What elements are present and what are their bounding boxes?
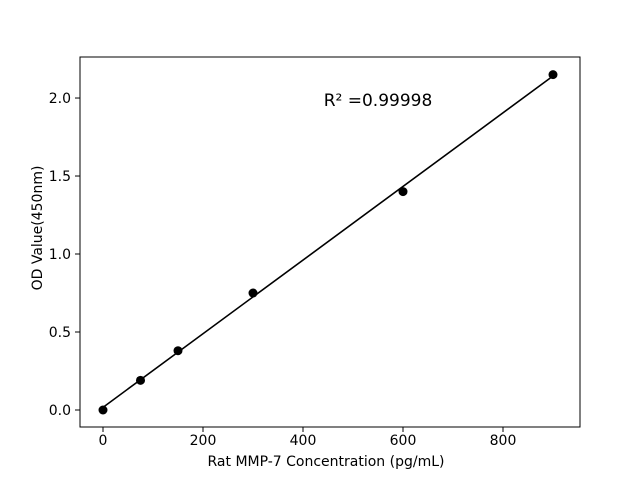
y-tick-label: 1.5: [49, 169, 71, 185]
y-tick-label: 1.0: [49, 247, 71, 263]
data-point: [136, 375, 145, 385]
data-point: [173, 346, 183, 356]
x-tick-label: 400: [290, 433, 317, 449]
x-tick-label: 0: [99, 433, 108, 449]
r-squared-annotation: R² =0.99998: [324, 91, 433, 111]
data-point: [248, 288, 258, 298]
plot-area: [80, 57, 580, 427]
y-axis-ticks: 0.0 0.5 1.0 1.5 2.0: [49, 91, 80, 419]
x-axis-ticks: 0 200 400 600 800: [99, 427, 517, 449]
y-tick-label: 2.0: [49, 91, 71, 107]
data-point: [548, 70, 558, 80]
y-axis-label: OD Value(450nm): [30, 166, 46, 291]
plot-border: [79, 56, 581, 428]
x-tick-label: 600: [390, 433, 417, 449]
y-tick-label: 0.5: [49, 325, 71, 341]
x-tick-label: 800: [490, 433, 517, 449]
x-tick-label: 200: [190, 433, 217, 449]
y-tick-label: 0.0: [49, 403, 71, 419]
x-axis-label: Rat MMP-7 Concentration (pg/mL): [208, 454, 445, 470]
data-point: [98, 405, 108, 415]
data-points-group: [98, 70, 558, 415]
data-point: [398, 187, 408, 197]
